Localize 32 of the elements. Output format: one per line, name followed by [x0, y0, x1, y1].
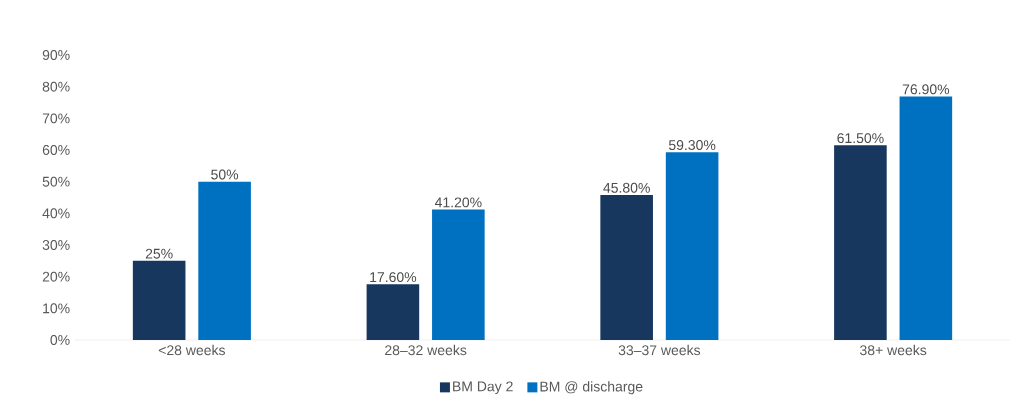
- y-tick-label: 10%: [43, 303, 70, 314]
- bar: [366, 284, 420, 340]
- bar: [600, 194, 653, 340]
- data-label: 25%: [145, 248, 173, 259]
- x-tick-label: 38+ weeks: [860, 344, 927, 356]
- y-tick-label: 20%: [42, 271, 70, 282]
- y-tick-label: 30%: [42, 240, 70, 250]
- legend-label: BM Day 2: [453, 381, 513, 395]
- y-tick-label: 40%: [42, 208, 70, 219]
- y-tick-label: 50%: [42, 176, 70, 187]
- data-label: 41.20%: [434, 197, 482, 208]
- y-tick-label: 60%: [42, 145, 70, 155]
- legend-label: BM @ discharge: [540, 381, 643, 395]
- x-tick-label: <28 weeks: [158, 344, 226, 356]
- data-label: 61.50%: [837, 133, 884, 144]
- bar: [198, 181, 251, 340]
- y-tick-label: 90%: [42, 50, 70, 60]
- data-label: 76.90%: [902, 84, 950, 95]
- x-tick-label: 28–32 weeks: [385, 344, 467, 356]
- bar: [899, 96, 953, 340]
- data-label: 45.80%: [603, 182, 650, 193]
- bar: [834, 145, 887, 340]
- data-label: 50%: [211, 169, 239, 180]
- y-tick-label: 80%: [42, 81, 70, 92]
- data-label: 59.30%: [668, 140, 716, 151]
- bar: [665, 152, 719, 340]
- y-tick-label: 0%: [50, 335, 70, 345]
- bar: [432, 209, 485, 340]
- x-tick-label: 33–37 weeks: [618, 344, 701, 356]
- data-label: 17.60%: [370, 272, 417, 283]
- y-tick-label: 70%: [42, 113, 70, 124]
- bar: [132, 260, 186, 340]
